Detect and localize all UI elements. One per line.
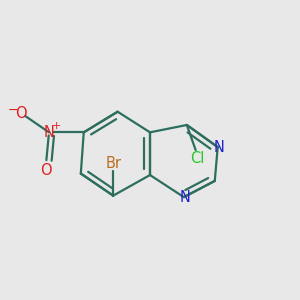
Text: O: O bbox=[15, 106, 27, 121]
Text: −: − bbox=[8, 104, 18, 117]
Text: N: N bbox=[44, 125, 54, 140]
Text: Br: Br bbox=[105, 156, 121, 171]
Text: N: N bbox=[179, 190, 190, 205]
Text: N: N bbox=[213, 140, 224, 154]
Text: Cl: Cl bbox=[190, 151, 204, 166]
Text: O: O bbox=[40, 163, 52, 178]
Text: +: + bbox=[52, 121, 61, 131]
